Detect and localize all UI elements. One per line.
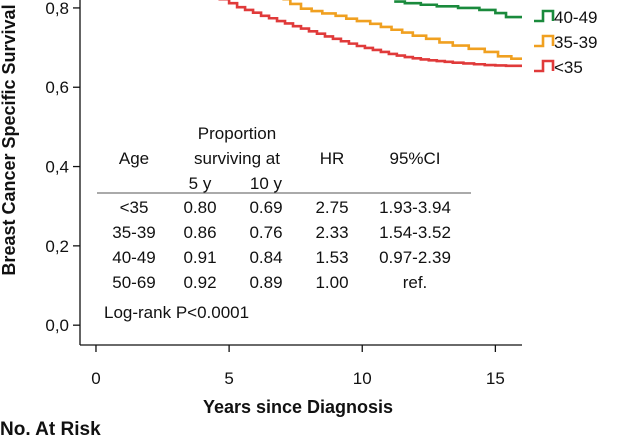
y-axis-title: Breast Cancer Specific Survival	[0, 4, 19, 275]
y-tick-label: 0,4	[45, 158, 69, 177]
survival-curve-35-39	[282, 0, 522, 60]
table-header-10y: 10 y	[250, 174, 283, 193]
no-at-risk-title: No. At Risk	[0, 419, 101, 440]
table-cell: 0.80	[183, 198, 216, 217]
y-tick-label: 0,2	[45, 237, 69, 256]
y-tick-label: 0,6	[45, 78, 69, 97]
table-cell: <35	[120, 198, 149, 217]
table-cell: 0.86	[183, 223, 216, 242]
survival-curve-40-49	[394, 0, 522, 19]
table-cell: 0.92	[183, 273, 216, 292]
x-tick-label: 10	[353, 369, 372, 388]
table-cell: 2.75	[315, 198, 348, 217]
table-cell: 0.91	[183, 248, 216, 267]
table-cell: 2.33	[315, 223, 348, 242]
y-tick-label: 0,8	[45, 0, 69, 18]
table-cell: 50-69	[112, 273, 155, 292]
table-cell: 1.00	[315, 273, 348, 292]
legend-label: <35	[554, 58, 583, 77]
table-header-proportion: Proportion	[198, 124, 276, 143]
table-cell: 0.69	[249, 198, 282, 217]
table-header-5y: 5 y	[189, 174, 212, 193]
legend-symbol-<35	[534, 59, 555, 73]
table-header-ci: 95%CI	[389, 149, 440, 168]
table-cell: 35-39	[112, 223, 155, 242]
x-tick-label: 0	[91, 369, 100, 388]
table-cell: ref.	[403, 273, 428, 292]
legend-label: 35-39	[554, 33, 597, 52]
legend-label: 40-49	[554, 8, 597, 27]
x-tick-label: 15	[486, 369, 505, 388]
table-cell: 0.84	[249, 248, 282, 267]
table-cell: 1.53	[315, 248, 348, 267]
table-header-hr: HR	[320, 149, 345, 168]
table-cell: 1.93-3.94	[379, 198, 451, 217]
table-cell: 1.54-3.52	[379, 223, 451, 242]
legend-symbol-35-39	[534, 34, 555, 48]
table-cell: 0.76	[249, 223, 282, 242]
legend-symbol-40-49	[534, 9, 555, 23]
survival-curve-<35	[218, 0, 522, 68]
table-header-age: Age	[119, 149, 149, 168]
table-cell: 0.97-2.39	[379, 248, 451, 267]
y-tick-label: 0,0	[45, 316, 69, 335]
table-header-surviving: surviving at	[194, 149, 280, 168]
table-cell: 0.89	[249, 273, 282, 292]
table-cell: 40-49	[112, 248, 155, 267]
x-axis-title: Years since Diagnosis	[203, 397, 393, 417]
logrank-text: Log-rank P<0.0001	[104, 303, 249, 322]
x-tick-label: 5	[224, 369, 233, 388]
